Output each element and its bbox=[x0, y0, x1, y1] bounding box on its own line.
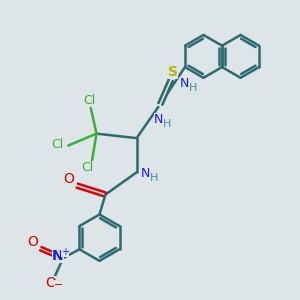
Text: O: O bbox=[27, 235, 38, 249]
Text: H: H bbox=[150, 173, 158, 183]
Text: Cl: Cl bbox=[52, 138, 64, 151]
Text: N: N bbox=[154, 113, 164, 126]
Text: N: N bbox=[52, 249, 64, 263]
Text: +: + bbox=[61, 247, 68, 257]
Text: H: H bbox=[189, 83, 197, 93]
Text: O: O bbox=[63, 172, 74, 186]
Text: O: O bbox=[45, 276, 56, 290]
Text: N: N bbox=[141, 167, 150, 180]
Text: N: N bbox=[179, 76, 189, 90]
Text: Cl: Cl bbox=[82, 161, 94, 174]
Text: S: S bbox=[168, 65, 178, 79]
Text: Cl: Cl bbox=[83, 94, 95, 107]
Text: H: H bbox=[163, 119, 171, 129]
Text: −: − bbox=[54, 280, 63, 290]
